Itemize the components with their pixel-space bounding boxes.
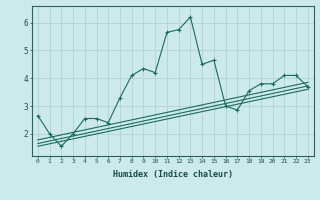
X-axis label: Humidex (Indice chaleur): Humidex (Indice chaleur) — [113, 170, 233, 179]
